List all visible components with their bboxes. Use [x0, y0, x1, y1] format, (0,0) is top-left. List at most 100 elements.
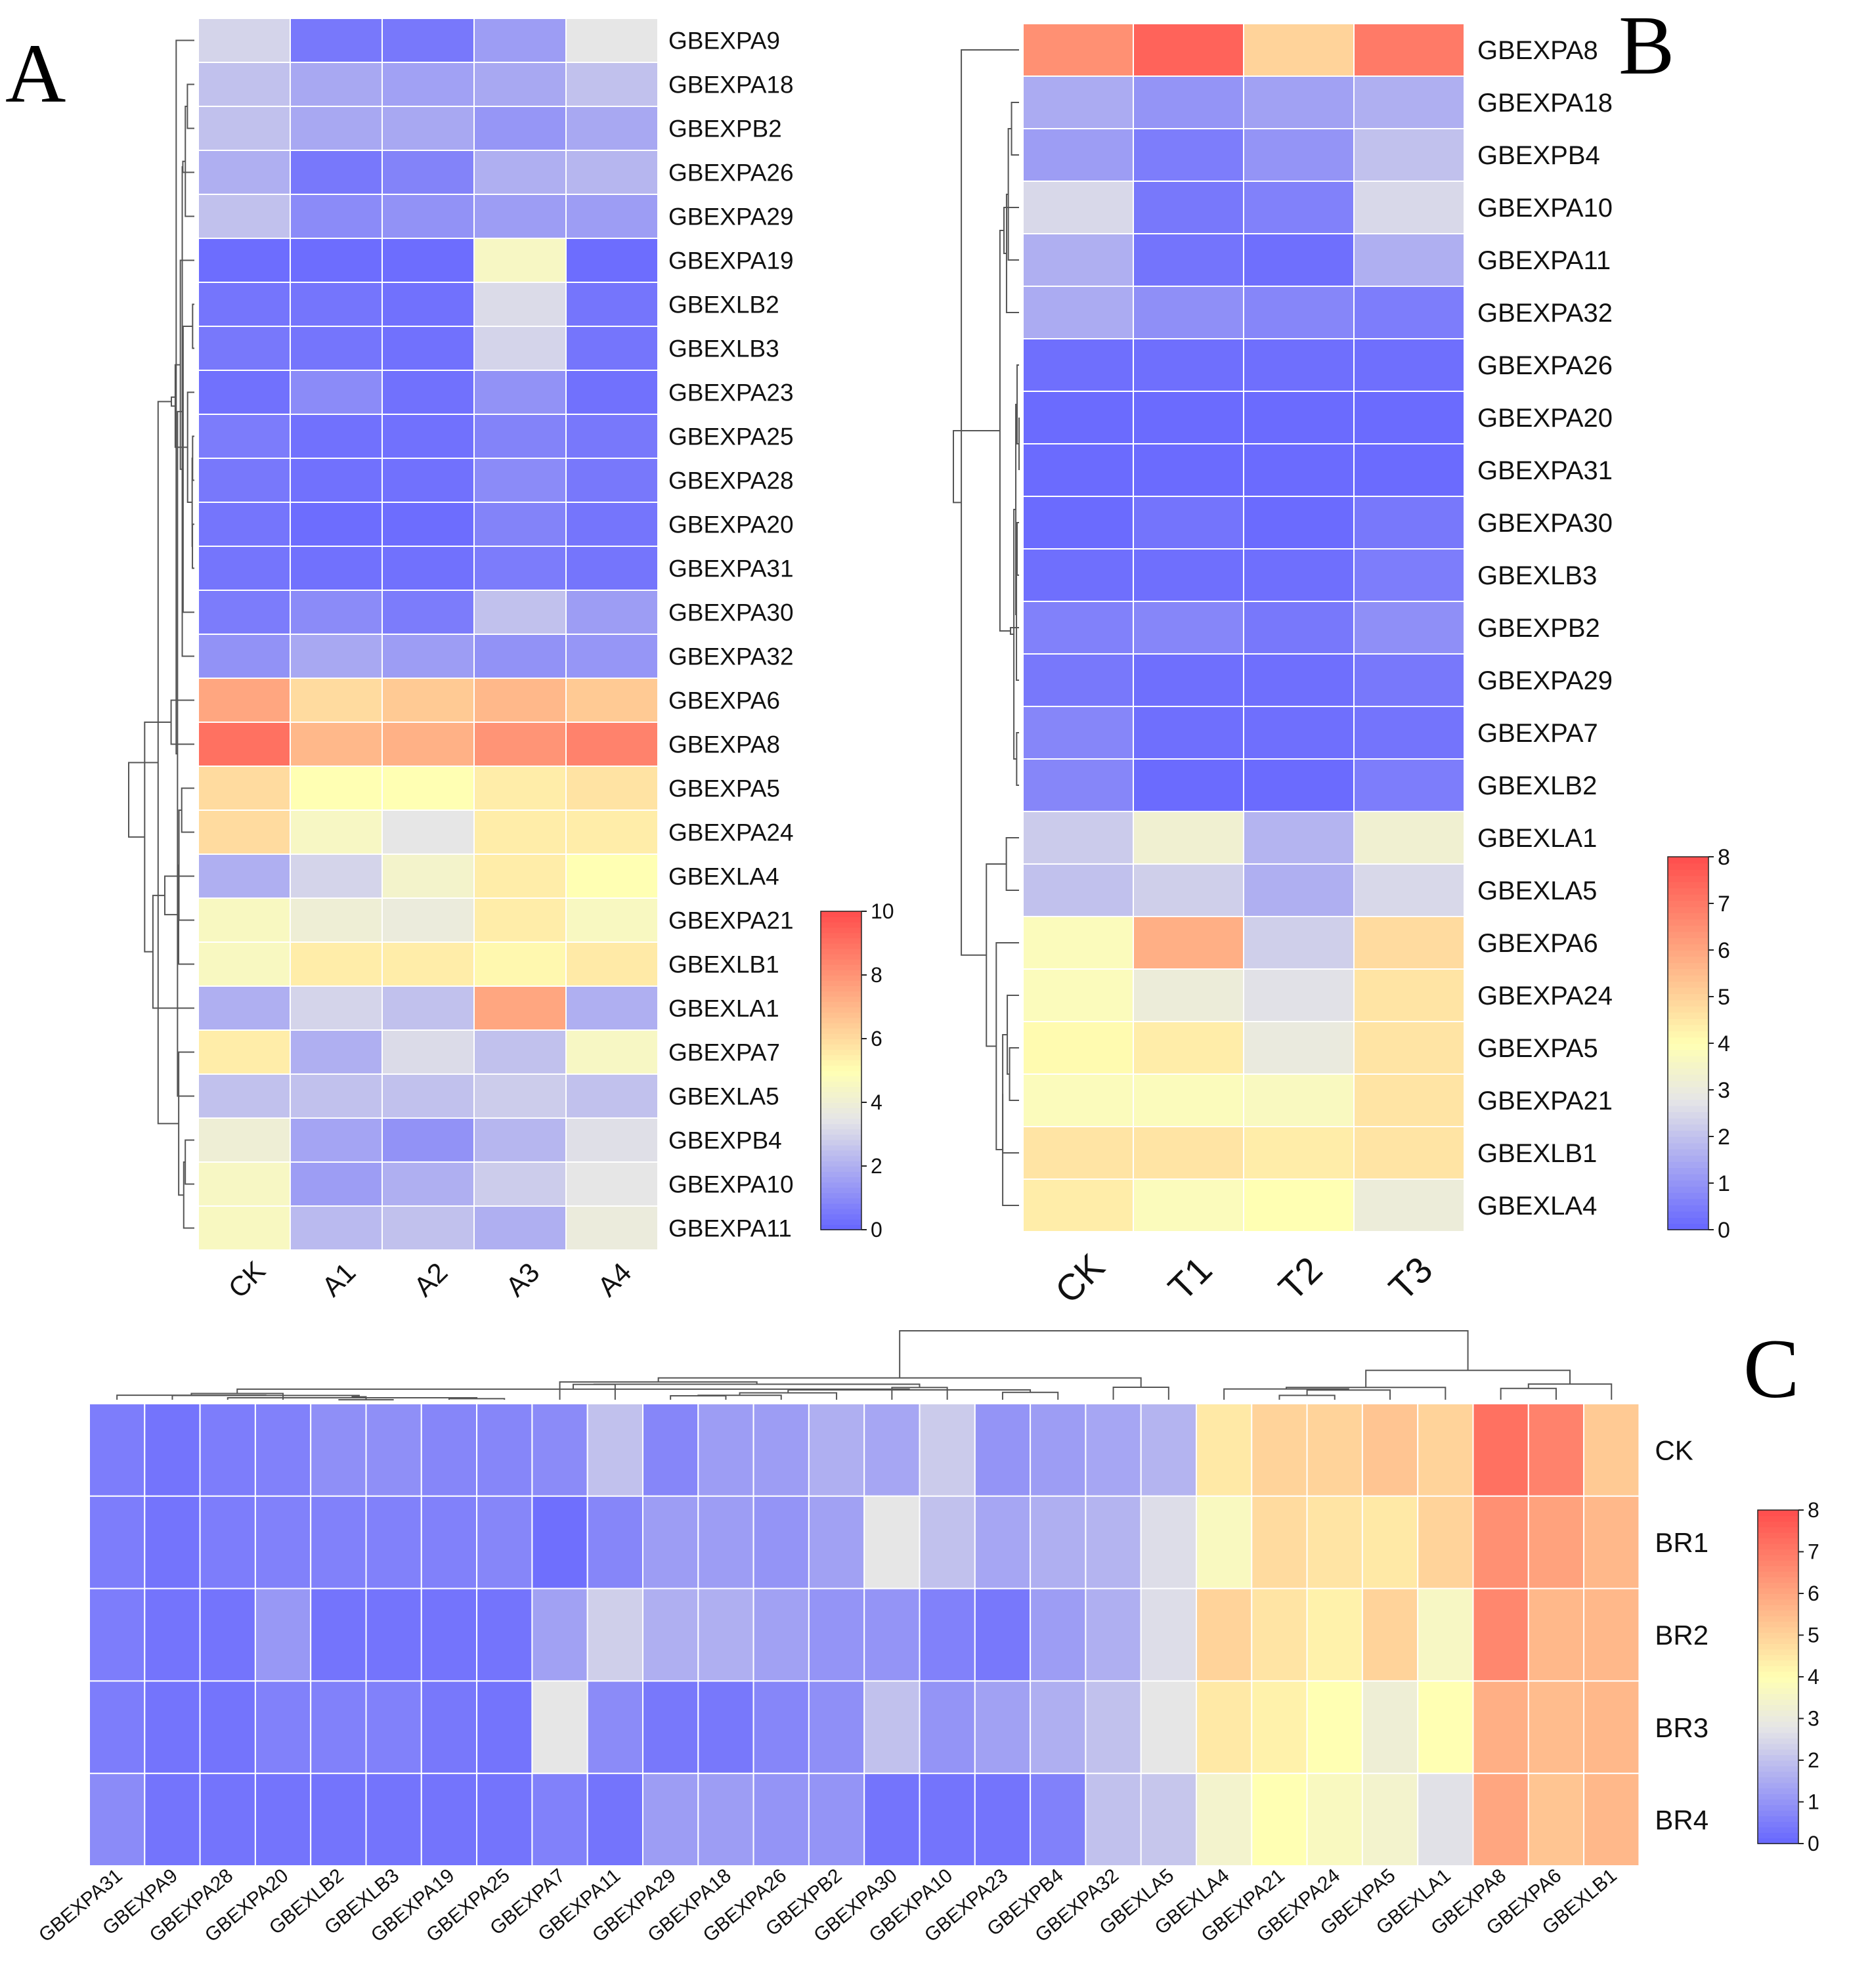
colorbar-segment	[1668, 918, 1708, 926]
colorbar-segment	[1758, 1510, 1798, 1517]
heatmap-cell	[254, 1773, 312, 1867]
heatmap-cell	[473, 502, 567, 547]
column-dendrogram-link	[1278, 1394, 1336, 1400]
row-dendrogram-link	[995, 942, 1019, 1150]
heatmap-cell	[310, 1495, 367, 1589]
heatmap-cell	[290, 150, 383, 195]
heatmap-cell	[586, 1588, 644, 1682]
heatmap-cell	[565, 106, 659, 151]
colorbar-segment	[1668, 1205, 1708, 1212]
colorbar-tick-label: 3	[1718, 1078, 1730, 1103]
heatmap-cell	[1030, 1680, 1087, 1775]
heatmap-cell	[531, 1495, 588, 1589]
heatmap-cell	[473, 326, 567, 371]
heatmap-cell	[1353, 758, 1465, 812]
colorbar-segment	[821, 991, 861, 997]
heatmap-cell	[198, 414, 291, 459]
heatmap-cell	[1133, 233, 1244, 287]
colorbar-segment	[1758, 1576, 1798, 1583]
colorbar-segment	[1668, 931, 1708, 938]
heatmap-cell	[1022, 758, 1134, 812]
colorbar-segment	[1758, 1732, 1798, 1739]
heatmap-cell	[1133, 758, 1244, 812]
colorbar-segment	[1668, 1018, 1708, 1026]
heatmap-cell	[1133, 23, 1244, 77]
heatmap-cell	[381, 370, 475, 415]
heatmap-cell	[1022, 811, 1134, 865]
heatmap-cell	[919, 1403, 976, 1497]
heatmap-cell	[1133, 968, 1244, 1022]
heatmap-cell	[310, 1588, 367, 1682]
row-label: GBEXLA5	[1477, 876, 1597, 905]
colorbar-segment	[821, 1054, 861, 1061]
heatmap-cell	[1353, 1021, 1465, 1075]
heatmap-cell	[1022, 548, 1134, 602]
row-label: GBEXLB3	[668, 335, 779, 362]
heatmap-cell	[381, 897, 475, 943]
heatmap-cell	[919, 1773, 976, 1867]
heatmap-cell	[476, 1495, 533, 1589]
heatmap-cell	[473, 766, 567, 811]
heatmap-cell	[381, 150, 475, 195]
heatmap-cell	[199, 1680, 256, 1775]
row-label: GBEXPA8	[668, 731, 780, 758]
row-dendrogram-link	[953, 430, 1000, 504]
colorbar-segment	[1668, 1037, 1708, 1044]
row-dendrogram-link	[1002, 1094, 1019, 1206]
heatmap-cell	[473, 106, 567, 151]
colorbar-segment	[1758, 1749, 1798, 1756]
row-dendrogram-link	[1013, 509, 1017, 760]
heatmap-cell	[1133, 1178, 1244, 1232]
heatmap-cell	[473, 282, 567, 327]
heatmap-cell	[1353, 496, 1465, 550]
colorbar-segment	[1668, 938, 1708, 945]
heatmap-cell	[1306, 1680, 1363, 1775]
row-label: GBEXLA5	[668, 1083, 779, 1110]
row-dendrogram-link	[178, 864, 194, 965]
panel-label-b: B	[1619, 0, 1674, 92]
heatmap-cell	[697, 1588, 754, 1682]
colorbar-segment	[821, 1033, 861, 1039]
colorbar-tick-label: 1	[1718, 1171, 1730, 1196]
heatmap-cell	[381, 1029, 475, 1075]
colorbar-segment	[821, 1081, 861, 1087]
colorbar-segment	[821, 1150, 861, 1156]
heatmap-cell	[1353, 443, 1465, 497]
heatmap-cell	[198, 194, 291, 239]
heatmap-cell	[290, 590, 383, 635]
colorbar-segment	[1758, 1738, 1798, 1744]
heatmap-cell	[1243, 968, 1355, 1022]
column-dendrogram-link	[190, 1393, 284, 1400]
column-label: CK	[1047, 1245, 1112, 1311]
heatmap-cell	[290, 1205, 383, 1251]
heatmap-cell	[642, 1588, 699, 1682]
heatmap-cell	[1353, 286, 1465, 339]
row-label: GBEXLB2	[668, 292, 779, 318]
heatmap-cell	[290, 414, 383, 459]
colorbar-segment	[1758, 1649, 1798, 1655]
heatmap-cell	[254, 1680, 312, 1775]
colorbar-segment	[1668, 888, 1708, 895]
heatmap-cell	[420, 1403, 478, 1497]
heatmap-cell	[1022, 601, 1134, 655]
row-dendrogram-link	[1007, 128, 1019, 261]
column-dendrogram-link	[1306, 1389, 1391, 1400]
row-dendrogram-link	[186, 83, 194, 129]
colorbar-segment	[821, 1086, 861, 1092]
heatmap-cell	[144, 1680, 201, 1775]
heatmap-cell	[1022, 23, 1134, 77]
colorbar-segment	[1758, 1571, 1798, 1578]
heatmap-cell	[1243, 601, 1355, 655]
heatmap-cell	[1243, 76, 1355, 129]
colorbar-segment	[1668, 993, 1708, 1001]
column-label: A3	[500, 1257, 546, 1303]
colorbar-segment	[1668, 1031, 1708, 1038]
colorbar-segment	[821, 1065, 861, 1071]
row-label: GBEXPA7	[668, 1039, 780, 1066]
row-label: GBEXLA4	[668, 863, 779, 890]
heatmap-cell	[565, 1029, 659, 1075]
heatmap-cell	[1353, 76, 1465, 129]
colorbar-segment	[821, 1044, 861, 1050]
heatmap-cell	[365, 1495, 422, 1589]
colorbar-segment	[821, 927, 861, 934]
